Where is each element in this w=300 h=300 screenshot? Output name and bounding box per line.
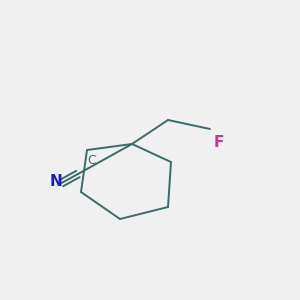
Text: C: C — [87, 154, 96, 167]
Text: F: F — [214, 135, 224, 150]
Text: N: N — [50, 174, 62, 189]
